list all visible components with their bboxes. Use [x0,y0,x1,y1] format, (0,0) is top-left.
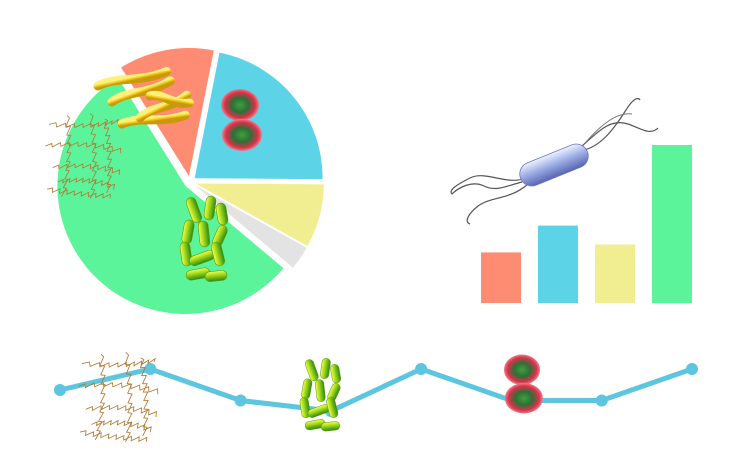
pie-slice-3 [195,183,324,246]
line-point-1 [54,384,66,396]
line-point-8 [686,363,698,375]
pie-slice-2 [194,52,323,180]
red-cocci-icon [221,89,262,151]
line-chart [54,351,698,443]
spirochete-icon [78,351,159,443]
bar-chart [481,145,692,303]
pie-chart [45,48,324,314]
flagellated-bacterium-icon [450,97,659,225]
yellow-rod-bacteria-icon [93,66,194,129]
line-point-5 [415,363,428,375]
line-point-2 [144,363,157,375]
red-cocci-icon [503,354,543,414]
pie-slice-5 [57,77,284,314]
green-rod-bacteria-icon [179,195,229,282]
green-rod-bacteria-icon [299,358,341,432]
bar-2 [538,225,578,303]
bar-1 [481,252,521,303]
bar-4 [652,145,692,303]
spirochete-icon [45,113,122,199]
line-point-7 [595,394,608,407]
bar-3 [595,244,635,303]
line-series [59,366,693,414]
line-point-3 [234,394,247,407]
